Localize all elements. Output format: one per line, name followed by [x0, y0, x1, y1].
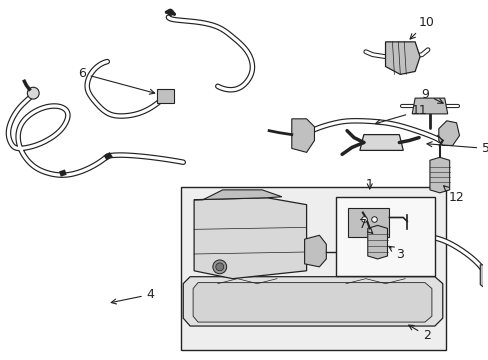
Polygon shape — [183, 277, 442, 326]
Text: 2: 2 — [408, 325, 430, 342]
Text: 11: 11 — [375, 104, 426, 125]
Bar — [181, 187, 445, 350]
Polygon shape — [304, 235, 325, 267]
Polygon shape — [438, 121, 459, 145]
Circle shape — [215, 263, 223, 271]
Polygon shape — [359, 135, 403, 150]
Text: 4: 4 — [111, 288, 154, 304]
Text: 7: 7 — [358, 218, 372, 233]
Polygon shape — [194, 190, 282, 200]
Polygon shape — [479, 265, 488, 294]
Polygon shape — [411, 98, 447, 114]
Text: 1: 1 — [365, 179, 373, 192]
Text: 5: 5 — [426, 142, 488, 155]
Bar — [156, 89, 174, 103]
Text: 9: 9 — [420, 87, 442, 103]
Text: 12: 12 — [443, 186, 464, 204]
Polygon shape — [193, 283, 431, 322]
Text: 6: 6 — [78, 67, 154, 94]
Text: 8: 8 — [0, 359, 1, 360]
Polygon shape — [385, 42, 419, 75]
Bar — [336, 197, 434, 276]
Text: 10: 10 — [409, 15, 434, 39]
Circle shape — [212, 260, 226, 274]
Circle shape — [27, 87, 39, 99]
Bar — [347, 208, 388, 237]
Polygon shape — [367, 225, 386, 259]
Polygon shape — [429, 157, 449, 193]
Polygon shape — [291, 119, 314, 152]
Text: 3: 3 — [388, 246, 404, 261]
Polygon shape — [194, 198, 306, 279]
